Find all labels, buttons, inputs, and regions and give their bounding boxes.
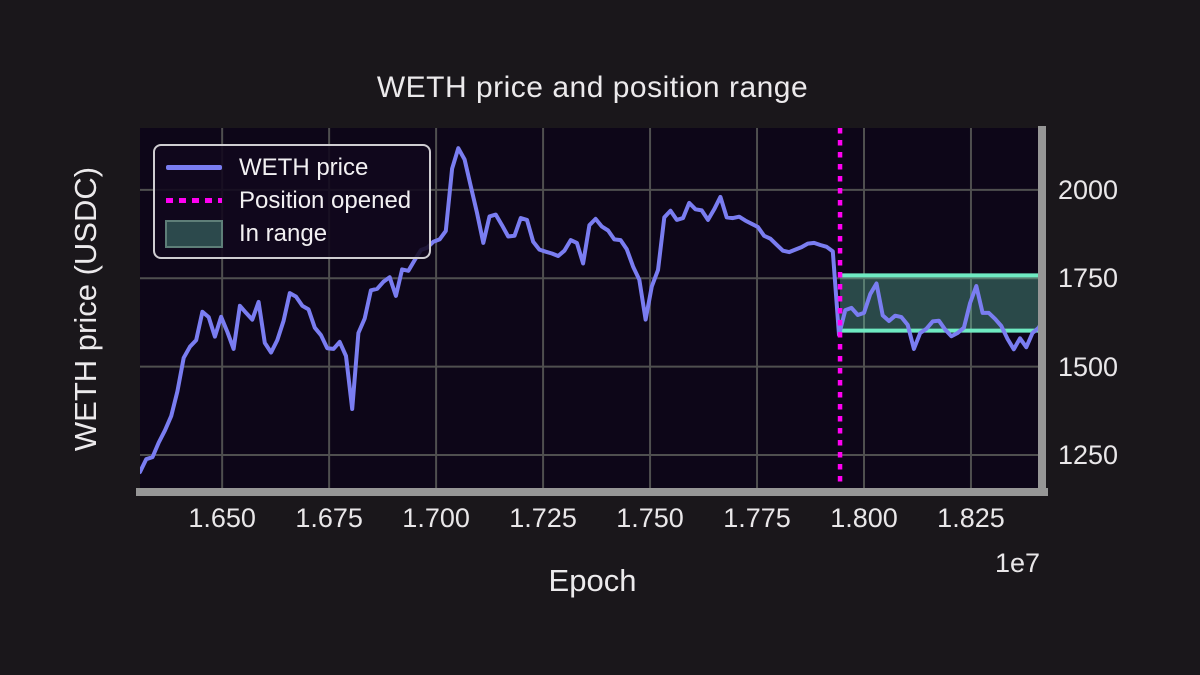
legend-label-in-range: In range xyxy=(239,219,328,247)
weth-price-line xyxy=(140,146,1045,474)
x-tick-label: 1.650 xyxy=(188,503,256,533)
x-tick-label: 1.750 xyxy=(616,503,684,533)
y-tick-label: 1750 xyxy=(1058,263,1119,294)
y-tick-label: 1250 xyxy=(1058,440,1119,470)
x-tick-label: 1.800 xyxy=(830,503,898,533)
y-axis-label: WETH price (USDC) xyxy=(68,166,103,452)
plot-area: WETH price Position opened In range xyxy=(140,128,1045,490)
x-tick-label: 1.775 xyxy=(723,503,791,533)
x-tick-label: 1.700 xyxy=(402,503,470,533)
in-range-band xyxy=(840,275,1045,331)
position-opened-dashed-line-icon xyxy=(166,198,222,203)
axis-spine-right xyxy=(1038,126,1046,496)
x-tick-label: 1.725 xyxy=(509,503,577,533)
legend-item-in-range: In range xyxy=(165,219,417,248)
x-tick-label: 1.675 xyxy=(295,503,363,533)
in-range-patch-icon xyxy=(165,219,223,248)
x-axis-label: Epoch xyxy=(548,563,637,598)
weth-price-line-icon xyxy=(166,165,222,170)
legend-item-position-opened: Position opened xyxy=(165,186,417,215)
axis-spine-bottom xyxy=(136,488,1048,496)
x-tick-label: 1.825 xyxy=(937,503,1005,533)
legend-label-position-opened: Position opened xyxy=(239,186,412,214)
y-tick-label: 1500 xyxy=(1058,351,1119,382)
y-tick-label: 2000 xyxy=(1058,174,1119,205)
legend-label-weth-price: WETH price xyxy=(239,153,369,181)
legend-box: WETH price Position opened In range xyxy=(153,144,431,259)
legend-item-weth-price: WETH price xyxy=(165,153,417,182)
x-axis-offset-label: 1e7 xyxy=(994,548,1040,578)
chart-title: WETH price and position range xyxy=(376,71,809,104)
